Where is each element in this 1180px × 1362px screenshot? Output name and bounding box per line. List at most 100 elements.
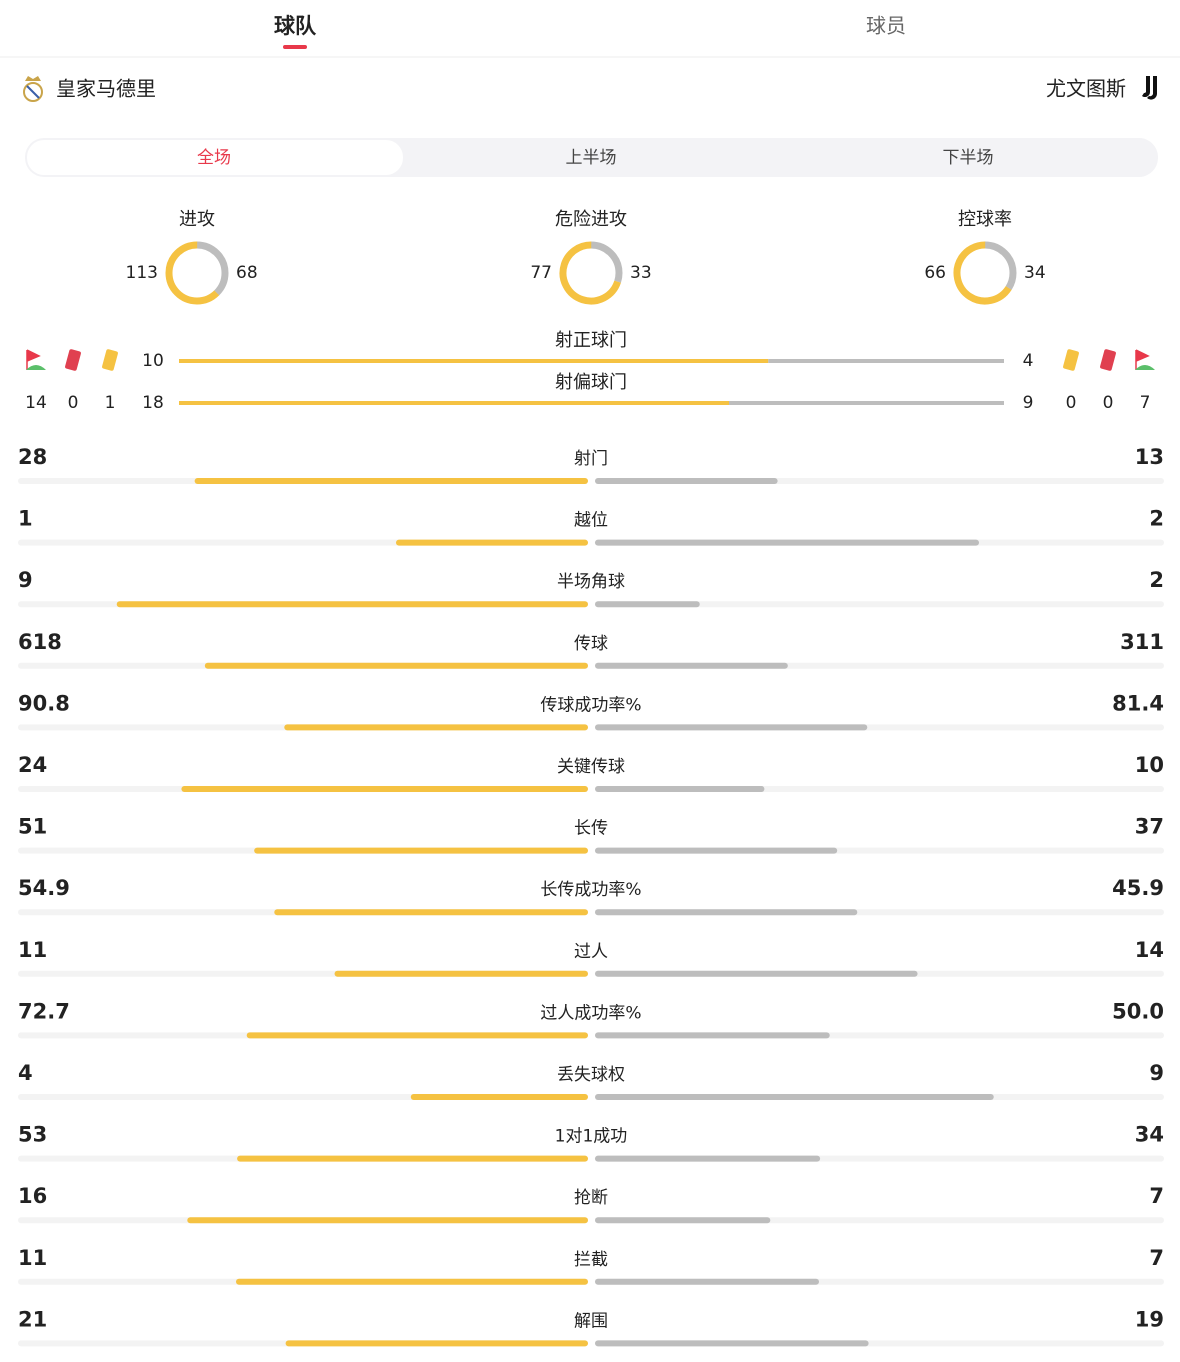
stat-away: 34 (1135, 1123, 1164, 1147)
shot-away: 4 (1023, 351, 1034, 371)
donut-home-arc (559, 241, 623, 305)
stat-home-bar (410, 1094, 588, 1100)
stat-label: 丢失球权 (557, 1065, 625, 1085)
stat-home-bar (194, 478, 588, 484)
stat-home-bar (396, 539, 588, 546)
flag-base (1135, 365, 1155, 370)
tab-indicator (283, 45, 307, 49)
donut-home: 66 (924, 263, 946, 283)
yellow-card-icon (1063, 349, 1079, 371)
flag (26, 349, 41, 370)
donut-label: 危险进攻 (555, 209, 627, 230)
stat-label: 解围 (574, 1311, 608, 1331)
flag-base (26, 365, 46, 370)
stat-away: 81.4 (1112, 691, 1164, 715)
stat-home: 28 (18, 445, 47, 469)
stat-away: 13 (1135, 445, 1164, 469)
stat-away-bar (595, 847, 838, 854)
stat-home-bar (284, 724, 588, 731)
stat-home: 51 (18, 815, 47, 839)
stat-away-bar (595, 478, 778, 484)
stat-away-bar (595, 1094, 994, 1100)
stat-away: 311 (1120, 630, 1164, 654)
stat-away: 2 (1149, 507, 1164, 531)
donut-away: 68 (236, 263, 258, 283)
stat-label: 过人成功率% (540, 1003, 641, 1023)
shot-label: 射正球门 (555, 330, 627, 351)
period-tab[interactable]: 上半场 (566, 148, 617, 168)
stat-away: 2 (1149, 568, 1164, 592)
stat-label: 关键传球 (557, 757, 625, 777)
stat-home-bar (116, 601, 589, 608)
stat-away: 19 (1135, 1307, 1164, 1331)
stat-away: 9 (1149, 1061, 1164, 1085)
stat-label: 拦截 (574, 1250, 608, 1270)
stat-label: 越位 (574, 511, 608, 531)
stat-label: 抢断 (574, 1188, 608, 1208)
stat-home: 618 (18, 630, 62, 654)
stat-away: 37 (1135, 815, 1164, 839)
shot-home: 10 (142, 351, 164, 371)
stat-away-bar (595, 1217, 771, 1224)
stat-away-bar (595, 601, 700, 608)
stat-home-bar (187, 1217, 588, 1224)
stat-home: 4 (18, 1061, 33, 1085)
stat-away: 7 (1149, 1246, 1164, 1270)
stat-home: 53 (18, 1123, 47, 1147)
yellow-card-icon (102, 349, 118, 371)
stat-away-bar (595, 724, 868, 731)
stat-home-bar (181, 786, 589, 792)
stat-home-bar (236, 1278, 588, 1285)
stat-home: 72.7 (18, 999, 70, 1023)
stat-label: 长传 (574, 819, 608, 839)
shot-away-bar (729, 401, 1004, 405)
stat-away: 10 (1135, 753, 1164, 777)
stat-away: 50.0 (1112, 999, 1164, 1023)
shot-home-bar (179, 401, 729, 405)
red-card-icon (65, 349, 81, 371)
period-tab[interactable]: 下半场 (943, 148, 994, 168)
card-count: 0 (1103, 393, 1114, 413)
shot-home-bar (179, 359, 769, 363)
stat-away-bar (595, 786, 765, 792)
donut-home-arc (953, 241, 1017, 305)
home-name: 皇家马德里 (56, 77, 156, 101)
donut-away: 33 (630, 263, 652, 283)
stat-label: 过人 (574, 942, 608, 962)
stat-away-bar (595, 662, 788, 669)
corner-icon (1135, 349, 1155, 370)
stat-home-bar (204, 662, 588, 669)
stat-away-bar (595, 1340, 869, 1347)
stat-away-bar (595, 539, 979, 546)
stat-label: 1对1成功 (555, 1127, 628, 1147)
donut-label: 控球率 (958, 209, 1012, 230)
stat-label: 射门 (574, 449, 608, 469)
stat-home-bar (246, 1032, 589, 1039)
stat-home: 16 (18, 1184, 47, 1208)
stat-label: 长传成功率% (540, 880, 641, 900)
stat-home: 54.9 (18, 876, 70, 900)
shot-away: 9 (1023, 393, 1034, 413)
period-tab[interactable]: 全场 (197, 148, 231, 168)
stat-home: 11 (18, 938, 47, 962)
home-logo (23, 76, 43, 102)
stat-label: 传球 (574, 634, 608, 654)
card-count: 14 (25, 393, 47, 413)
donut-home: 77 (530, 263, 552, 283)
stat-away: 45.9 (1112, 876, 1164, 900)
tab-player[interactable]: 球员 (866, 14, 906, 38)
stat-away-bar (595, 1155, 821, 1162)
card-count: 0 (1066, 393, 1077, 413)
shot-away-bar (768, 359, 1004, 363)
stat-away-bar (595, 909, 858, 916)
card-count: 1 (105, 393, 116, 413)
stat-away-bar (595, 1278, 819, 1285)
stat-home: 24 (18, 753, 47, 777)
donut-label: 进攻 (179, 209, 215, 230)
tab-team[interactable]: 球队 (274, 14, 317, 38)
stat-home-bar (274, 909, 588, 916)
corner-icon (26, 349, 46, 370)
away-name: 尤文图斯 (1046, 77, 1126, 101)
card-count: 0 (68, 393, 79, 413)
stat-away: 7 (1149, 1184, 1164, 1208)
